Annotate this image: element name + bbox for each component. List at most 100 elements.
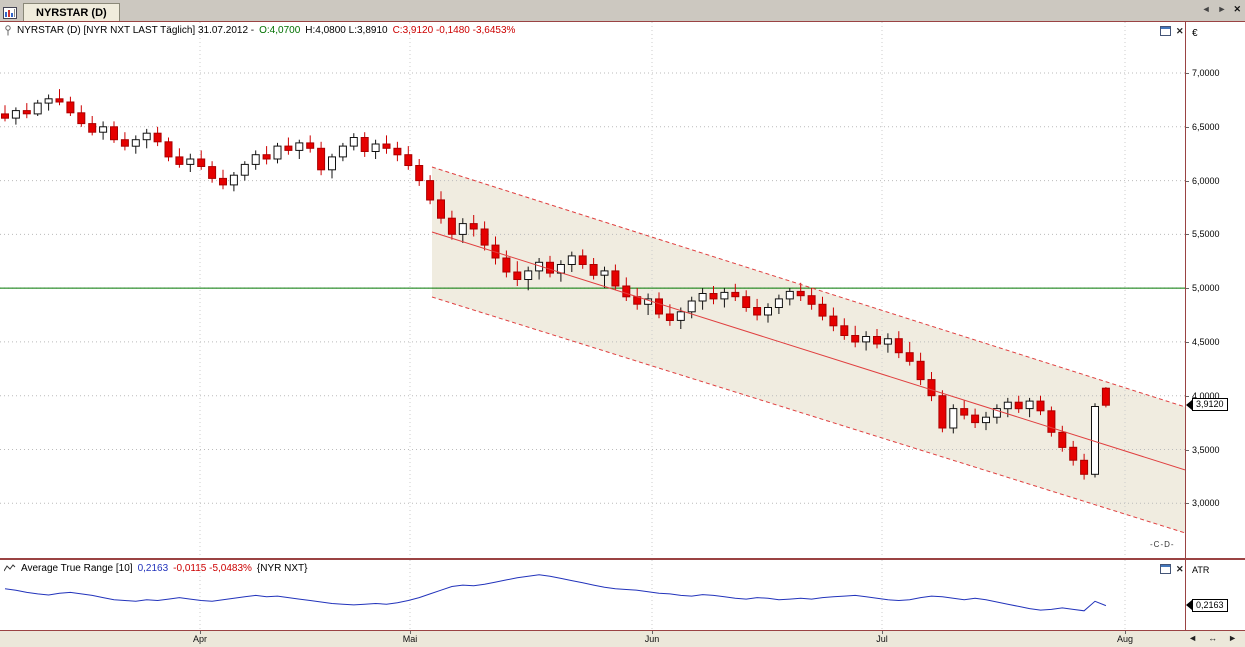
candle-body [120,139,129,147]
candle-body [33,102,42,115]
candle-body [960,408,969,416]
candle-body [208,166,217,179]
tab-close-icon[interactable]: ✕ [1233,4,1241,14]
candle-body [709,293,718,300]
instrument-title: NYRSTAR (D) [NYR NXT LAST Täglich] 31.07… [17,25,255,36]
candle-body [992,408,1001,418]
price-axis-tick [1186,288,1189,290]
last-price-marker: 3,9120 [1186,398,1228,412]
price-tick-label: 6,5000 [1192,121,1220,132]
scroll-controls: ◄ ↔ ► [1188,633,1237,644]
candle-body [589,264,598,276]
panel-close-button[interactable]: ✕ [1176,25,1184,36]
scroll-left-icon[interactable]: ◄ [1188,633,1198,643]
price-axis-tick [1186,126,1189,128]
corner-label: -C-D- [1150,540,1175,549]
candle-body [753,307,762,316]
candle-body [88,123,97,133]
tab-scroll-left-icon[interactable]: ◄ [1201,4,1211,14]
candle-body [938,395,947,429]
regression-line[interactable] [431,231,1185,471]
candle-body [197,158,206,167]
candle-body [1003,401,1012,410]
month-label: Jun [644,634,660,644]
zoom-horizontal-icon[interactable]: ↔ [1208,633,1218,643]
candle-body [1014,401,1023,410]
candle-body [567,255,576,265]
close-change-values: C:3,9120 -0,1480 -3,6453% [392,25,516,36]
candle-body [807,295,816,305]
candle-body [447,217,456,235]
candle-body [513,271,522,280]
time-axis-tick [652,631,653,634]
upper-channel-line[interactable] [431,166,1185,408]
month-label: Jul [876,634,888,644]
candle-body [524,270,533,280]
candle-body [578,255,587,265]
candle-body [251,154,260,165]
atr-close-button[interactable]: ✕ [1176,563,1184,574]
time-axis[interactable]: ◄ ↔ ► Apr Mai Jun Jul Aug [0,631,1245,647]
candle-body [66,101,75,114]
price-tick-label: 4,5000 [1192,336,1220,347]
candlestick-chart[interactable] [0,22,1185,556]
candle-body [698,293,707,302]
candle-body [393,147,402,156]
price-chart-panel: NYRSTAR (D) [NYR NXT LAST Täglich] 31.07… [0,22,1245,560]
price-axis-tick [1186,73,1189,74]
scroll-right-icon[interactable]: ► [1228,633,1237,643]
month-label: Apr [192,634,208,644]
candle-body [720,291,729,300]
panel-maximize-button[interactable] [1160,26,1171,36]
candle-body [818,303,827,317]
month-label: Mai [402,634,418,644]
indicator-value: 0,2163 [137,563,169,574]
candle-body [1080,459,1089,475]
candle-body [982,416,990,424]
tab-scroll-right-icon[interactable]: ► [1217,4,1227,14]
indicator-name: Average True Range [10] [21,563,133,574]
last-price-label: 3,9120 [1192,398,1228,412]
price-tick-label: 3,5000 [1192,444,1220,455]
candle-body [622,285,631,298]
candle-body [1036,400,1045,412]
candle-body [916,360,925,381]
lower-channel-line[interactable] [431,296,1185,534]
candle-body [862,336,871,343]
candle-body [77,112,86,125]
panel-buttons: ✕ [1160,26,1184,36]
candle-body [1,113,9,119]
marker-arrow-icon [1186,399,1192,410]
candle-body [338,145,347,158]
price-axis-tick [1186,180,1189,182]
candle-body [905,352,914,362]
candle-body [731,291,740,298]
tab-nyrstar[interactable]: NYRSTAR (D) [23,3,120,21]
atr-header: Average True Range [10] 0,2163 -0,0115 -… [4,563,308,574]
candle-body [611,270,620,287]
atr-value-label: 0,2163 [1192,598,1228,612]
atr-line-chart[interactable] [0,560,1185,630]
open-value: O:4,0700 [259,25,301,36]
candle-body [328,156,336,171]
tab-bar: NYRSTAR (D) ◄ ► ✕ [0,0,1245,22]
price-axis[interactable]: € 3,9120 7,0000 6,5000 6,0000 5,5000 5,0000 4… [1186,22,1245,558]
candle-body [1047,410,1056,433]
indicator-source: {NYR NXT} [256,563,308,574]
candle-body [11,110,20,119]
candle-body [349,137,358,147]
time-axis-tick [1125,631,1126,634]
atr-axis[interactable]: ATR 0,2163 [1186,560,1245,630]
candle-body [829,315,838,327]
candle-body [164,141,173,158]
price-axis-tick [1186,503,1189,505]
atr-maximize-button[interactable] [1160,564,1171,574]
price-axis-tick [1186,449,1189,451]
candle-body [437,199,445,219]
candle-body [55,98,64,103]
candle-body [317,147,326,171]
candle-body [262,154,271,160]
candle-body [306,142,315,149]
indicator-change: -0,0115 -5,0483% [173,563,252,574]
